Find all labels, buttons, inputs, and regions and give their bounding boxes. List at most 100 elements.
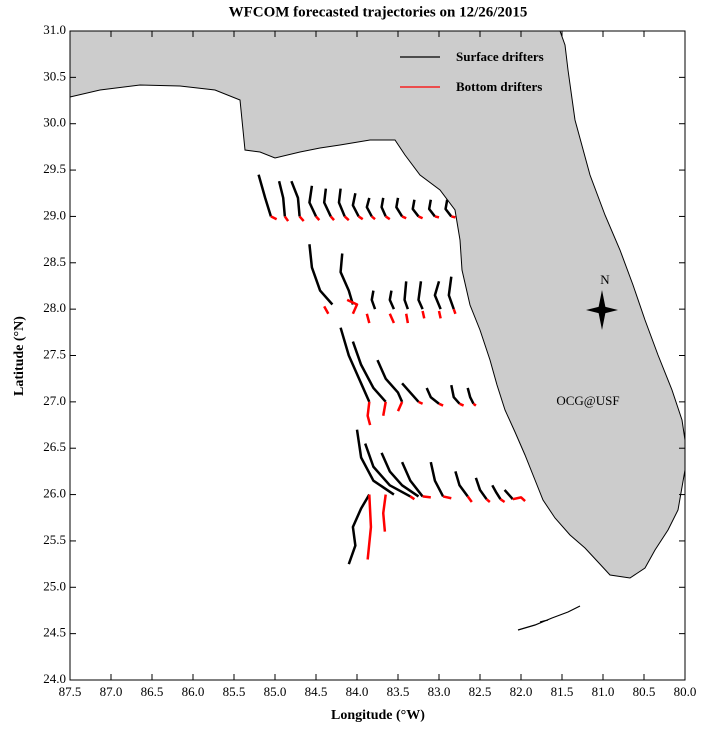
trajectory bbox=[380, 197, 387, 217]
trajectory bbox=[357, 215, 364, 221]
trajectory bbox=[308, 244, 334, 306]
north-arrow bbox=[586, 290, 618, 330]
chart-title: WFCOM forecasted trajectories on 12/26/2… bbox=[229, 4, 528, 20]
trajectory bbox=[366, 401, 372, 426]
trajectory bbox=[433, 280, 442, 310]
trajectory bbox=[401, 215, 407, 220]
trajectory bbox=[491, 484, 502, 500]
legend-label: Bottom drifters bbox=[456, 79, 542, 94]
trajectory bbox=[438, 402, 444, 407]
x-tick-label: 80.0 bbox=[674, 684, 697, 699]
annotation: OCG@USF bbox=[556, 393, 619, 408]
trajectory bbox=[384, 215, 391, 221]
x-tick-label: 81.0 bbox=[592, 684, 615, 699]
trajectory bbox=[308, 185, 318, 217]
trajectory bbox=[485, 498, 491, 503]
trajectory bbox=[434, 215, 440, 219]
y-tick-label: 31.0 bbox=[43, 22, 66, 37]
trajectory bbox=[347, 493, 371, 565]
land bbox=[69, 30, 686, 579]
trajectory bbox=[315, 215, 321, 221]
trajectory bbox=[283, 215, 290, 222]
x-tick-label: 80.5 bbox=[633, 684, 656, 699]
x-tick-label: 85.0 bbox=[264, 684, 287, 699]
trajectory bbox=[355, 429, 395, 496]
legend-label: Surface drifters bbox=[456, 49, 544, 64]
trajectory bbox=[329, 215, 335, 221]
x-tick-label: 87.0 bbox=[100, 684, 123, 699]
x-tick-label: 84.0 bbox=[346, 684, 369, 699]
trajectory bbox=[290, 180, 301, 217]
trajectory bbox=[323, 305, 330, 315]
trajectory bbox=[322, 188, 332, 217]
trajectory bbox=[425, 387, 440, 405]
x-tick-label: 87.5 bbox=[59, 684, 82, 699]
y-tick-label: 29.5 bbox=[43, 161, 66, 176]
x-tick-label: 82.0 bbox=[510, 684, 533, 699]
trajectory bbox=[474, 477, 488, 500]
trajectory bbox=[451, 215, 456, 219]
trajectory bbox=[466, 387, 475, 405]
y-tick-label: 26.5 bbox=[43, 439, 66, 454]
trajectory bbox=[437, 310, 442, 319]
trajectory bbox=[452, 308, 457, 315]
trajectory bbox=[429, 461, 445, 498]
trajectory bbox=[376, 359, 404, 403]
trajectory bbox=[382, 401, 387, 416]
trajectory bbox=[277, 180, 287, 217]
trajectory bbox=[388, 290, 396, 310]
y-tick-label: 25.5 bbox=[43, 532, 66, 547]
keys bbox=[517, 605, 581, 631]
trajectory bbox=[257, 174, 273, 217]
trajectory bbox=[444, 199, 453, 218]
trajectory bbox=[458, 402, 465, 407]
trajectory bbox=[370, 215, 376, 221]
x-axis-label: Longitude (°W) bbox=[331, 708, 425, 723]
y-tick-label: 25.0 bbox=[43, 578, 66, 593]
x-tick-label: 86.0 bbox=[182, 684, 205, 699]
trajectory bbox=[337, 188, 346, 217]
x-tick-label: 82.5 bbox=[469, 684, 492, 699]
trajectory bbox=[343, 215, 350, 222]
trajectory bbox=[380, 452, 420, 498]
x-tick-label: 85.5 bbox=[223, 684, 246, 699]
trajectory bbox=[365, 313, 371, 324]
trajectory bbox=[403, 281, 410, 310]
trajectory bbox=[388, 313, 396, 324]
y-tick-label: 24.5 bbox=[43, 625, 66, 640]
trajectory bbox=[404, 313, 410, 324]
y-tick-label: 27.5 bbox=[43, 346, 66, 361]
y-axis-label: Latitude (°N) bbox=[12, 316, 27, 396]
trajectory bbox=[447, 276, 455, 310]
x-tick-label: 81.5 bbox=[551, 684, 574, 699]
trajectory bbox=[401, 382, 420, 403]
y-tick-label: 26.0 bbox=[43, 486, 66, 501]
x-tick-label: 84.5 bbox=[305, 684, 328, 699]
trajectory bbox=[450, 384, 461, 405]
trajectory bbox=[370, 290, 377, 310]
y-tick-label: 28.0 bbox=[43, 300, 66, 315]
trajectory bbox=[454, 471, 469, 498]
trajectory bbox=[411, 199, 420, 218]
trajectory bbox=[270, 215, 278, 221]
trajectory bbox=[298, 215, 305, 222]
trajectory bbox=[381, 494, 387, 532]
trajectory bbox=[442, 495, 452, 500]
trajectory bbox=[339, 327, 371, 403]
trajectory bbox=[466, 495, 473, 503]
y-tick-label: 30.5 bbox=[43, 68, 66, 83]
trajectory bbox=[365, 197, 373, 218]
trajectory bbox=[409, 495, 416, 501]
trajectory bbox=[421, 310, 426, 319]
y-tick-label: 30.0 bbox=[43, 115, 66, 130]
x-tick-label: 86.5 bbox=[141, 684, 164, 699]
trajectory bbox=[503, 489, 514, 501]
trajectory bbox=[417, 281, 424, 310]
trajectory bbox=[472, 402, 477, 407]
trajectory bbox=[339, 253, 355, 305]
trajectory bbox=[417, 215, 424, 220]
north-label: N bbox=[600, 272, 610, 287]
trajectory bbox=[395, 197, 404, 218]
y-tick-label: 27.0 bbox=[43, 393, 66, 408]
